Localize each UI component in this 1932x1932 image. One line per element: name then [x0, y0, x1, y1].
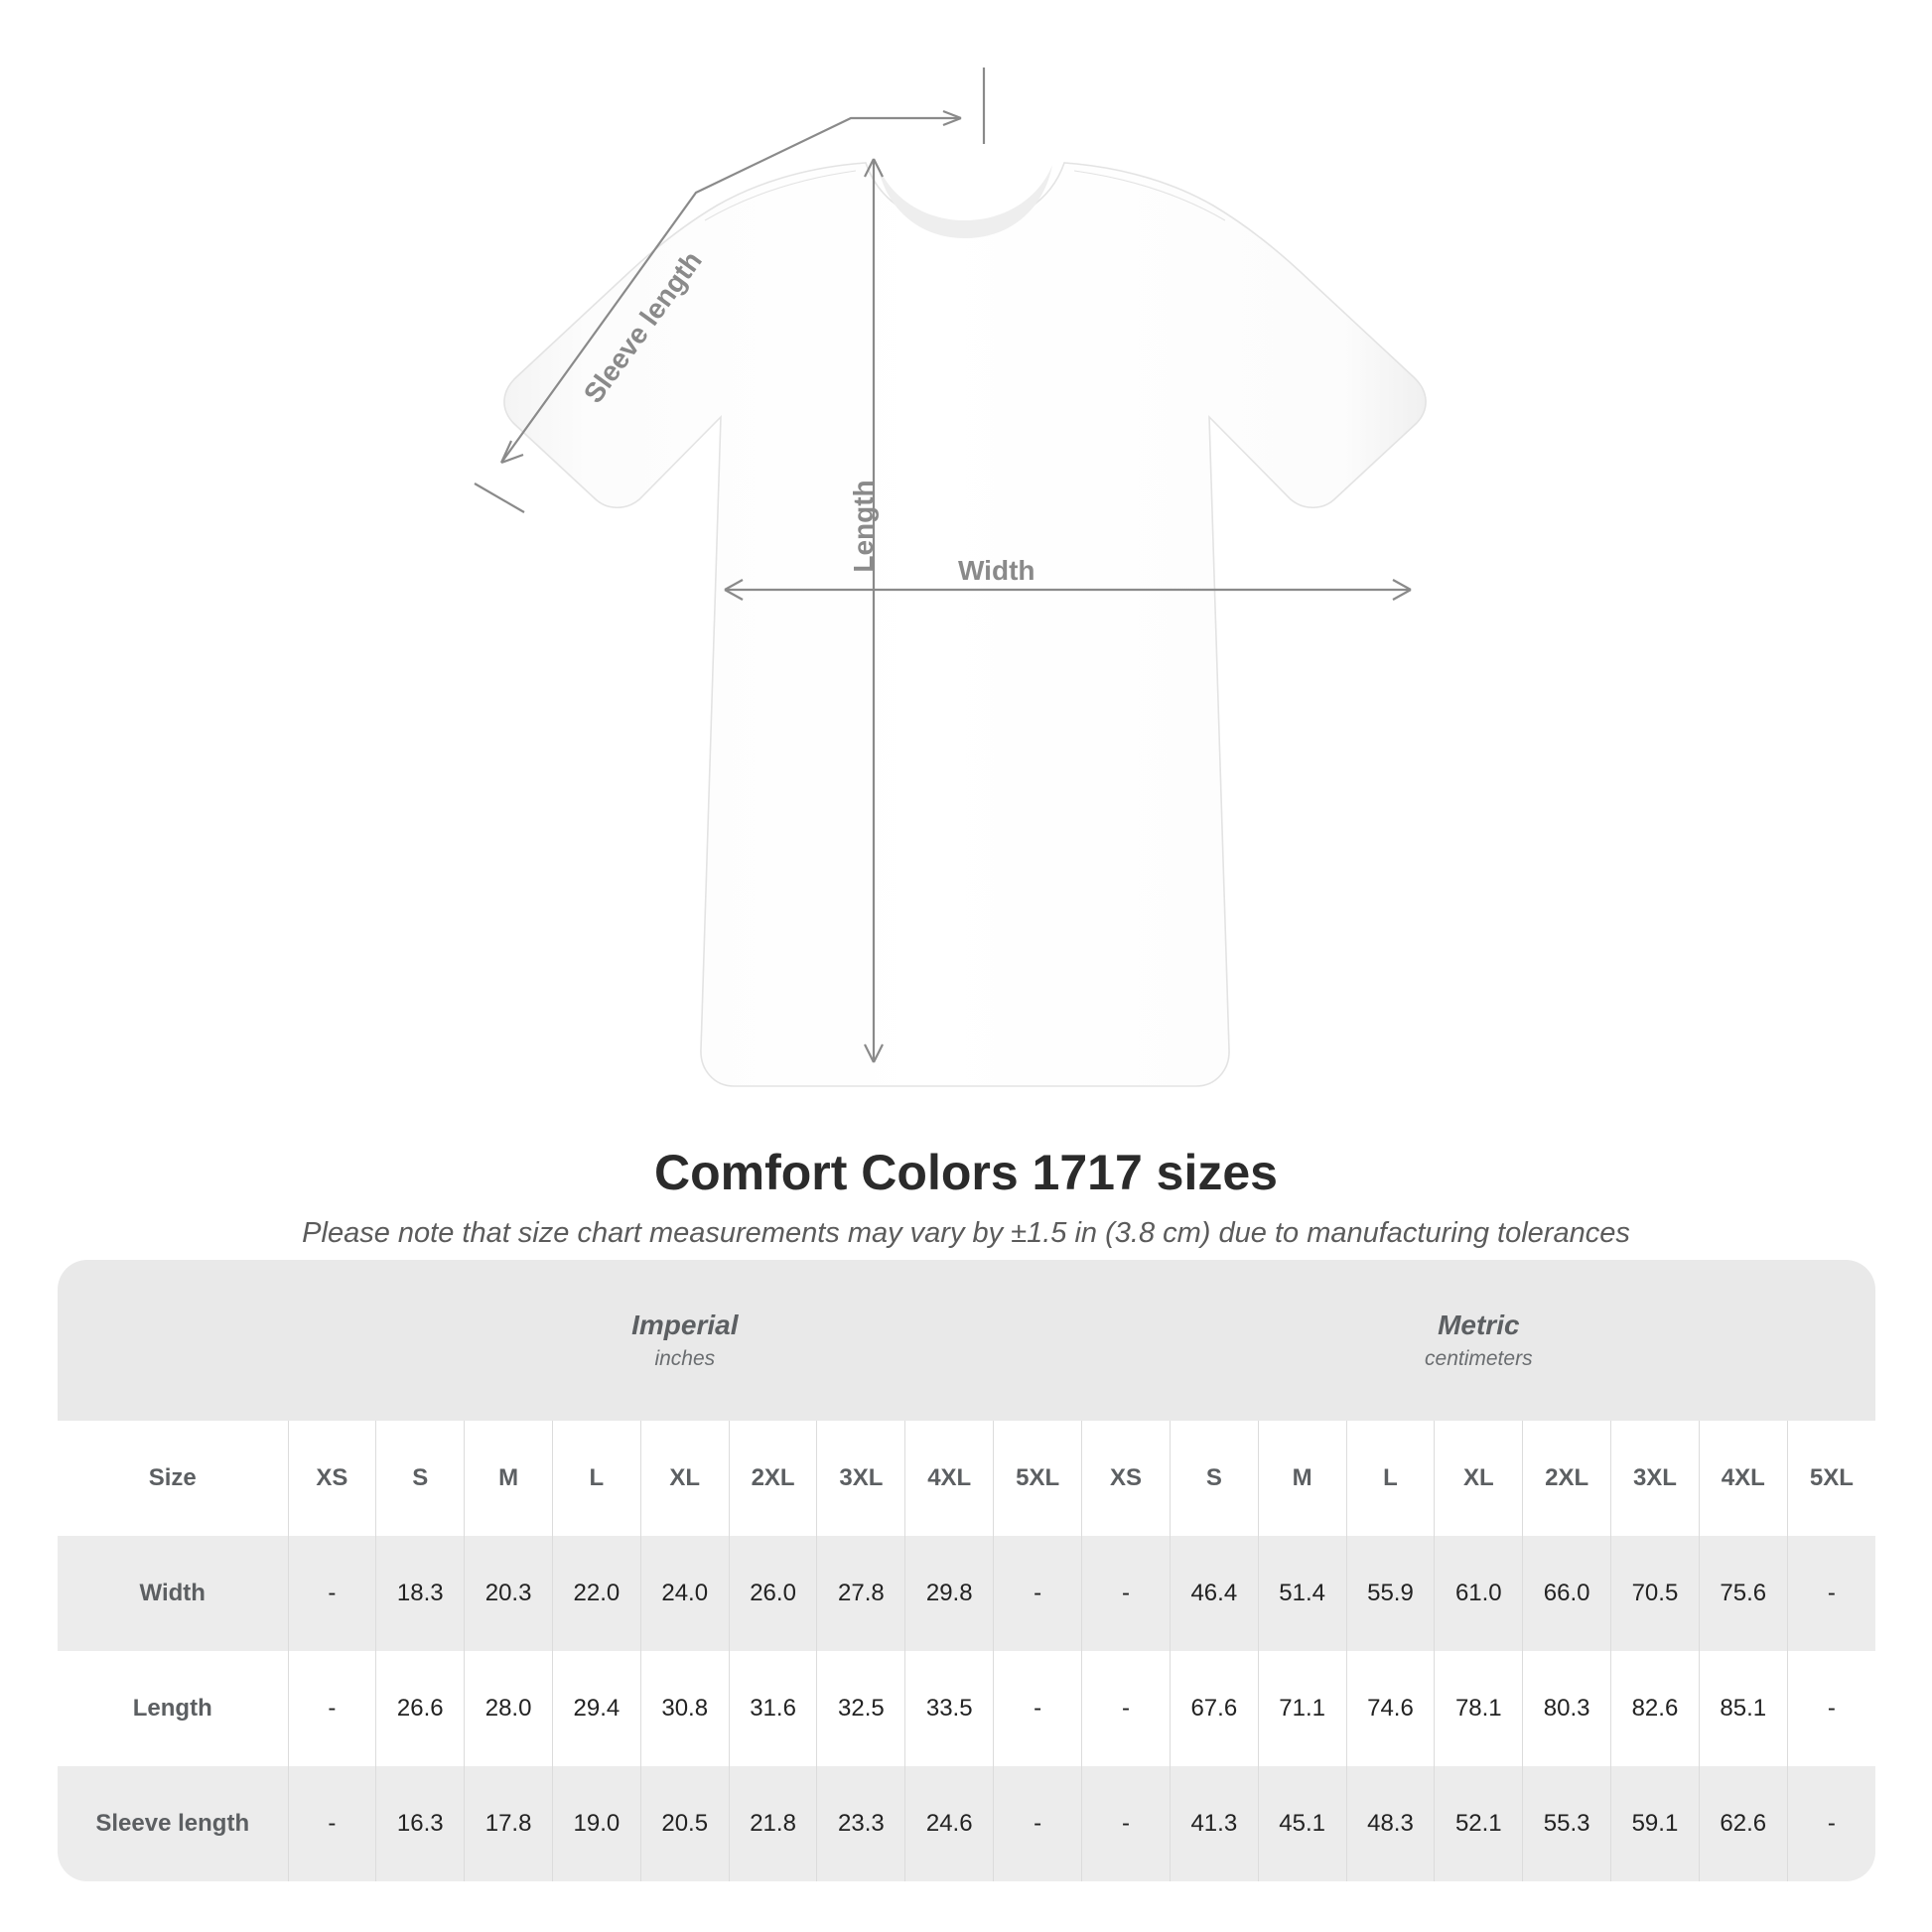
svg-text:Length: Length — [848, 480, 879, 572]
svg-text:Width: Width — [958, 555, 1035, 586]
